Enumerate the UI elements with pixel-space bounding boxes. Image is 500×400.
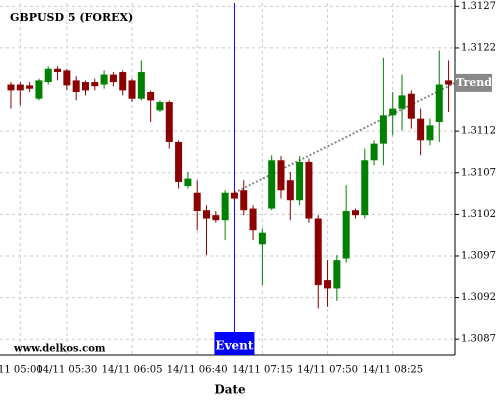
candle-body (342, 211, 350, 259)
candle-body (417, 118, 425, 141)
candle-body (314, 218, 322, 286)
trend-label-box (456, 73, 492, 92)
candle-body (445, 80, 453, 85)
candle-body (258, 232, 266, 245)
candle-body (407, 93, 415, 119)
candle-body (230, 192, 238, 199)
candle-body (193, 192, 201, 212)
candle-body (389, 108, 397, 116)
x-tick-label: 14/11 06:05 (102, 365, 163, 376)
watermark: www.delkos.com (13, 344, 106, 355)
candle-body (165, 102, 173, 142)
candle-body (240, 190, 248, 211)
candle-body (156, 102, 164, 111)
candle-body (379, 115, 387, 144)
candle-body (44, 68, 52, 83)
candle-body (7, 84, 15, 91)
candle-body (35, 80, 43, 99)
chart-title: GBPUSD 5 (FOREX) (10, 11, 133, 24)
candle-body (147, 92, 155, 101)
y-tick-label: 1.3122 (461, 42, 496, 53)
candle-body (277, 160, 285, 191)
candle-body (100, 74, 108, 85)
candle-body (175, 141, 183, 182)
candle-body (370, 143, 378, 161)
candle-body (351, 210, 359, 216)
x-tick-label: 14/11 07:50 (297, 365, 358, 376)
x-tick-label: 14/11 08:25 (362, 365, 423, 376)
candle-body (128, 80, 136, 99)
candle-body (72, 80, 80, 93)
candle-body (16, 84, 24, 91)
candle-body (286, 180, 294, 201)
candle-body (268, 160, 276, 209)
y-tick-label: 1.3107 (461, 167, 496, 178)
candle-body (184, 178, 192, 187)
event-label-box (214, 332, 255, 355)
candle-body (426, 125, 434, 141)
y-tick-label: 1.3102 (461, 209, 496, 220)
candle-body (119, 72, 127, 91)
candle-body (221, 192, 229, 221)
candle-body (137, 72, 145, 99)
trend-label: Trend (456, 76, 492, 89)
candle-body (81, 82, 89, 91)
candle-body (54, 68, 62, 73)
candle-body (398, 95, 406, 109)
y-tick-label: 1.3097 (461, 250, 496, 261)
candle-body (333, 260, 341, 289)
candle-body (212, 215, 220, 221)
candle-body (324, 280, 332, 289)
candle-body (305, 161, 313, 219)
candle-body (361, 160, 369, 216)
candle-body (296, 161, 304, 201)
y-tick-label: 1.3092 (461, 292, 496, 303)
candle-body (203, 210, 211, 219)
candle-body (91, 82, 99, 87)
y-tick-label: 1.3112 (461, 126, 496, 137)
candle-body (249, 208, 257, 231)
candle-body (435, 84, 443, 122)
x-tick-label: 14/11 06:40 (167, 365, 228, 376)
x-tick-label: 14/11 05:30 (36, 365, 97, 376)
candle-body (26, 85, 34, 89)
candle-body (63, 70, 71, 86)
x-tick-label: 14/11 07:15 (232, 365, 293, 376)
x-tick-label: 11 05:00 (0, 365, 43, 376)
y-tick-label: 1.3127 (461, 1, 496, 12)
x-axis-label: Date (214, 383, 246, 397)
candle-body (109, 74, 117, 83)
event-label: Event (215, 339, 253, 353)
y-tick-label: 1.3087 (461, 334, 496, 345)
